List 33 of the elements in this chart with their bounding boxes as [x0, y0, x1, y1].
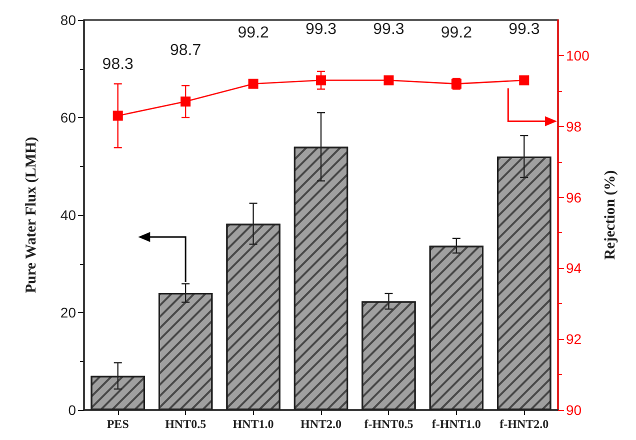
y2-tick-label: 90: [566, 402, 582, 418]
y2-tick-label: 100: [566, 47, 590, 64]
data-label: 99.3: [508, 20, 540, 38]
y2-axis-title: Rejection (%): [602, 170, 618, 260]
data-label: 99.3: [305, 20, 337, 38]
y-tick-label: 60: [60, 110, 76, 126]
point: [316, 75, 326, 86]
x-tick-label: PES: [106, 417, 130, 431]
point: [248, 78, 258, 89]
x-tick-label: f-HNT1.0: [432, 417, 481, 431]
y2-tick-label: 94: [566, 260, 582, 276]
y-tick-label: 0: [68, 402, 76, 418]
y-tick-label: 40: [60, 207, 76, 223]
data-label: 98.7: [170, 42, 202, 60]
point: [384, 75, 394, 86]
y-tick-label: 80: [60, 12, 76, 28]
data-label: 99.2: [238, 24, 269, 42]
point: [112, 110, 123, 121]
point: [519, 75, 530, 86]
y-tick-label: 20: [60, 304, 76, 320]
x-tick-label: f-HNT0.5: [364, 417, 414, 431]
x-tick-label: HNT2.0: [300, 417, 342, 431]
x-tick-label: HNT0.5: [165, 417, 206, 431]
y-axis-title: Pure Water Flux (LMH): [24, 136, 40, 294]
x-tick-label: f-HNT2.0: [500, 417, 549, 431]
data-label: 99.2: [440, 24, 472, 42]
data-label: 98.3: [102, 56, 134, 74]
y2-tick-label: 92: [566, 331, 582, 348]
point: [180, 96, 191, 107]
y2-tick-label: 96: [566, 189, 582, 206]
y2-tick-label: 98: [566, 118, 582, 134]
data-label: 99.3: [373, 20, 404, 38]
x-tick-label: HNT1.0: [232, 417, 274, 431]
